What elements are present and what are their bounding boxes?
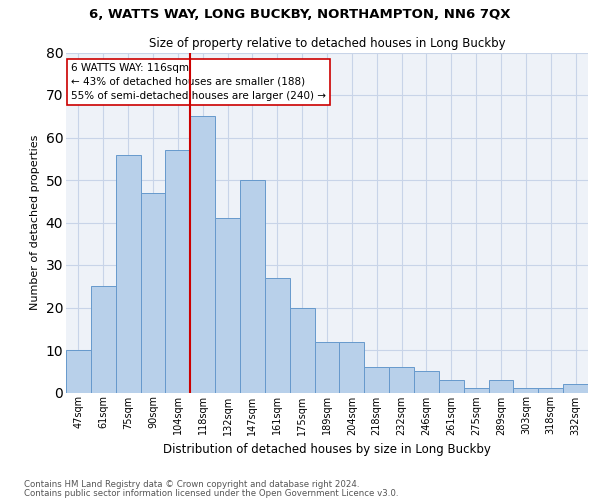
Bar [389,367,414,392]
Bar [190,116,215,392]
Bar [265,278,290,392]
Bar [563,384,588,392]
Bar [66,350,91,393]
Bar [439,380,464,392]
Text: Contains HM Land Registry data © Crown copyright and database right 2024.: Contains HM Land Registry data © Crown c… [24,480,359,489]
Title: Size of property relative to detached houses in Long Buckby: Size of property relative to detached ho… [149,37,505,50]
Bar [166,150,190,392]
Bar [240,180,265,392]
Bar [488,380,514,392]
Bar [414,371,439,392]
Text: Contains public sector information licensed under the Open Government Licence v3: Contains public sector information licen… [24,489,398,498]
Bar [215,218,240,392]
Bar [464,388,488,392]
Y-axis label: Number of detached properties: Number of detached properties [30,135,40,310]
Text: 6 WATTS WAY: 116sqm
← 43% of detached houses are smaller (188)
55% of semi-detac: 6 WATTS WAY: 116sqm ← 43% of detached ho… [71,62,326,100]
Bar [514,388,538,392]
Bar [340,342,364,392]
Bar [314,342,340,392]
X-axis label: Distribution of detached houses by size in Long Buckby: Distribution of detached houses by size … [163,443,491,456]
Bar [91,286,116,393]
Bar [140,192,166,392]
Bar [290,308,314,392]
Bar [364,367,389,392]
Text: 6, WATTS WAY, LONG BUCKBY, NORTHAMPTON, NN6 7QX: 6, WATTS WAY, LONG BUCKBY, NORTHAMPTON, … [89,8,511,20]
Bar [116,154,140,392]
Bar [538,388,563,392]
